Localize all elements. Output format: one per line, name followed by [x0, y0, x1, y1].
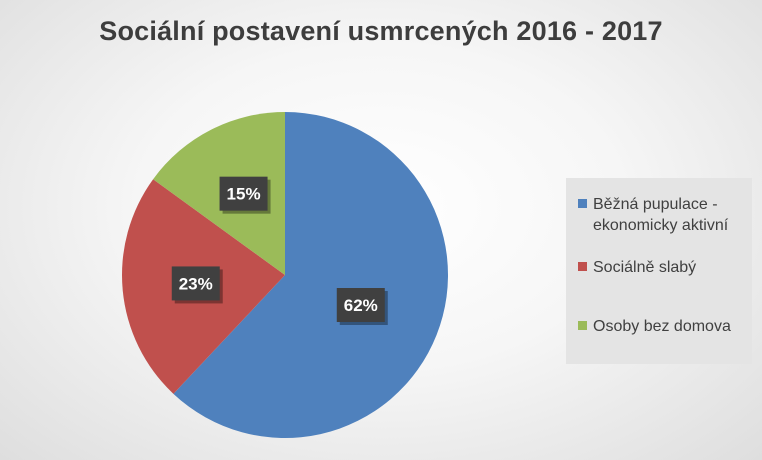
data-label: 15%: [219, 176, 271, 214]
pie-slice-osoby-bez-domova: [153, 112, 285, 275]
legend-label: Sociálně slabý: [593, 259, 697, 276]
legend-swatch-blue: [578, 199, 587, 208]
data-label: 23%: [171, 266, 223, 304]
svg-text:15%: 15%: [227, 185, 261, 204]
legend-swatch-green: [578, 321, 587, 330]
legend-swatch-red: [578, 262, 587, 271]
chart-title: Sociální postavení usmrcených 2016 - 201…: [99, 16, 663, 46]
legend: Běžná pupulace - ekonomicky aktivní Soci…: [566, 178, 752, 364]
legend-label: Běžná pupulace - ekonomicky aktivní: [593, 196, 729, 234]
legend-label: Osoby bez domova: [593, 318, 731, 335]
data-label: 62%: [336, 288, 388, 326]
svg-text:23%: 23%: [179, 274, 213, 293]
pie-slice-bezna-populace: [173, 111, 449, 439]
svg-text:62%: 62%: [344, 296, 378, 315]
